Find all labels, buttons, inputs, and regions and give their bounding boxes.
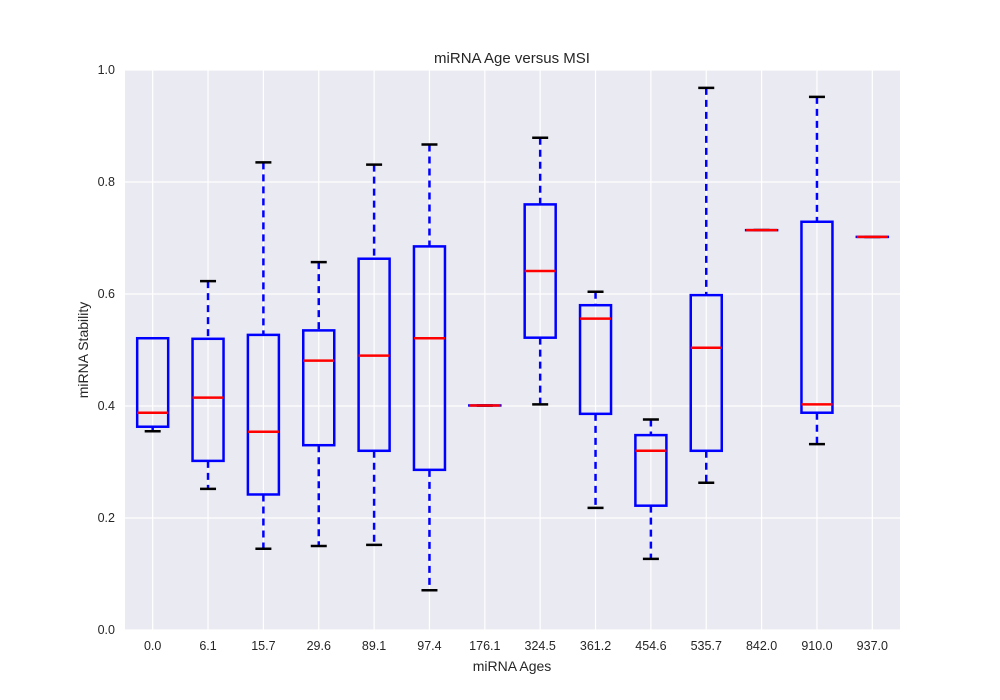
x-tick-label: 89.1 (362, 639, 386, 653)
x-tick-label: 910.0 (801, 639, 832, 653)
iqr-box (135, 336, 170, 428)
y-tick-labels: 0.0 0.2 0.4 0.6 0.8 1.0 (98, 63, 115, 637)
iqr-box (634, 433, 668, 507)
x-tick-label: 842.0 (746, 639, 777, 653)
iqr-box (800, 220, 834, 414)
box-group (412, 143, 447, 592)
x-tick-label: 29.6 (307, 639, 331, 653)
iqr-box (246, 333, 281, 496)
boxes-layer (135, 86, 890, 592)
y-tick-label: 1.0 (98, 63, 115, 77)
box-group (302, 260, 336, 548)
x-tick-label: 324.5 (525, 639, 556, 653)
y-tick-label: 0.0 (98, 623, 115, 637)
x-tick-label: 6.1 (199, 639, 216, 653)
box-group (578, 290, 613, 510)
x-tick-label: 97.4 (417, 639, 441, 653)
iqr-box (302, 329, 336, 447)
box-group (634, 418, 668, 561)
iqr-box (578, 303, 613, 416)
box-group (246, 161, 281, 551)
x-tick-label: 361.2 (580, 639, 611, 653)
iqr-box (689, 293, 723, 453)
y-tick-label: 0.6 (98, 287, 115, 301)
box-group (357, 163, 391, 547)
plot-background (125, 70, 900, 630)
x-tick-label: 937.0 (857, 639, 888, 653)
x-tick-label: 454.6 (635, 639, 666, 653)
box-group (135, 336, 170, 433)
chart-title: miRNA Age versus MSI (434, 50, 590, 67)
x-tick-labels: 0.0 6.1 15.7 29.6 89.1 97.4 176.1 324.5 361.2 454… (144, 639, 888, 653)
x-tick-label: 535.7 (691, 639, 722, 653)
y-tick-label: 0.2 (98, 511, 115, 525)
y-axis-title: miRNA Stability (75, 302, 91, 398)
x-tick-label: 0.0 (144, 639, 161, 653)
box-group (523, 136, 557, 406)
y-tick-label: 0.4 (98, 399, 115, 413)
y-tick-label: 0.8 (98, 175, 115, 189)
x-tick-label: 15.7 (251, 639, 275, 653)
box-group (191, 279, 225, 491)
box-group (689, 86, 723, 484)
x-axis-title: miRNA Ages (473, 658, 552, 674)
iqr-box (412, 245, 447, 472)
x-tick-label: 176.1 (469, 639, 500, 653)
iqr-box (191, 337, 225, 463)
box-group (800, 95, 834, 446)
